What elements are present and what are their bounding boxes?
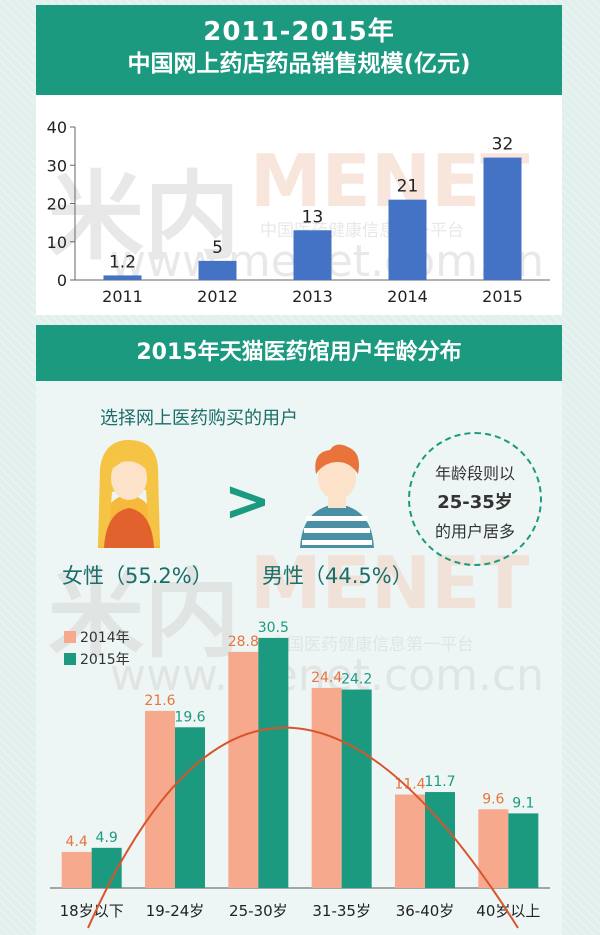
- legend-swatch: [64, 631, 76, 643]
- y-tick-label: 40: [47, 118, 67, 137]
- bar-series-2: [175, 727, 205, 888]
- page-title-line1: 2011-2015年: [203, 17, 395, 47]
- x-tick-label: 31-35岁: [312, 902, 371, 920]
- bar: [103, 275, 142, 280]
- woman-avatar-icon: [98, 440, 160, 548]
- title-banner: 2011-2015年 中国网上药店药品销售规模(亿元): [36, 5, 562, 95]
- watermark-brand: 米内: [48, 161, 240, 273]
- data-label: 4.4: [66, 834, 88, 850]
- bubble-line2: 25-35岁: [437, 492, 513, 513]
- watermark-brand: 米内: [48, 559, 240, 671]
- bar-series-2: [508, 813, 539, 888]
- male-percentage: 男性（44.5%）: [262, 564, 413, 588]
- bar-series-1: [395, 794, 425, 888]
- data-label: 13: [302, 207, 324, 227]
- bar-series-2: [258, 637, 289, 888]
- data-label: 30.5: [258, 620, 289, 636]
- legend-label: 2015年: [80, 652, 130, 668]
- data-label: 11.7: [424, 774, 455, 790]
- x-tick-label: 25-30岁: [229, 902, 288, 920]
- section2-banner: 2015年天猫医药馆用户年龄分布: [36, 325, 562, 381]
- bar-series-2: [341, 689, 372, 888]
- x-tick-label: 36-40岁: [396, 902, 455, 920]
- y-tick-label: 20: [47, 195, 67, 214]
- x-tick-label: 2012: [197, 287, 238, 306]
- y-tick-label: 30: [47, 156, 67, 175]
- bar: [198, 260, 237, 280]
- y-tick-label: 0: [57, 271, 67, 290]
- x-tick-label: 19-24岁: [146, 902, 205, 920]
- trend-curve: [87, 726, 519, 929]
- female-percentage: 女性（55.2%）: [62, 564, 213, 588]
- data-label: 32: [492, 135, 514, 155]
- watermark-slogan: 中国医药健康信息第一平台: [270, 635, 474, 655]
- legend-label: 2014年: [80, 630, 130, 646]
- x-tick-label: 2011: [102, 287, 143, 306]
- age-highlight-bubble: 年龄段则以 25-35岁 的用户居多: [408, 432, 542, 566]
- data-label: 9.1: [512, 795, 534, 811]
- man-avatar-icon: [300, 444, 374, 548]
- x-tick-label: 40岁以上: [476, 902, 540, 920]
- data-label: 4.9: [96, 830, 118, 846]
- data-label: 24.4: [311, 670, 342, 686]
- data-label: 28.8: [228, 634, 259, 650]
- data-label: 21: [397, 177, 419, 197]
- page-title-line2: 中国网上药店药品销售规模(亿元): [127, 51, 471, 77]
- bubble-line1: 年龄段则以: [434, 464, 515, 483]
- data-label: 5: [212, 238, 223, 258]
- bar-series-1: [311, 687, 342, 888]
- user-question: 选择网上医药购买的用户: [100, 408, 298, 429]
- legend-swatch: [64, 653, 76, 665]
- x-tick-label: 2015: [482, 287, 523, 306]
- x-tick-label: 2013: [292, 287, 333, 306]
- data-label: 11.4: [394, 777, 425, 793]
- data-label: 19.6: [174, 709, 205, 725]
- bar: [293, 230, 332, 280]
- data-label: 24.2: [341, 672, 372, 688]
- bar-series-2: [425, 792, 455, 888]
- bar-series-1: [145, 710, 175, 888]
- data-label: 9.6: [482, 791, 504, 807]
- data-label: 21.6: [144, 693, 175, 709]
- bar: [388, 199, 427, 280]
- greater-than-symbol: >: [224, 469, 271, 534]
- x-tick-label: 2014: [387, 287, 428, 306]
- x-tick-label: 18岁以下: [60, 902, 124, 920]
- bubble-line3: 的用户居多: [434, 522, 515, 541]
- bar-series-1: [228, 651, 259, 888]
- y-tick-label: 10: [47, 233, 67, 252]
- bar-series-1: [61, 851, 92, 888]
- bar: [483, 157, 522, 280]
- data-label: 1.2: [109, 252, 136, 272]
